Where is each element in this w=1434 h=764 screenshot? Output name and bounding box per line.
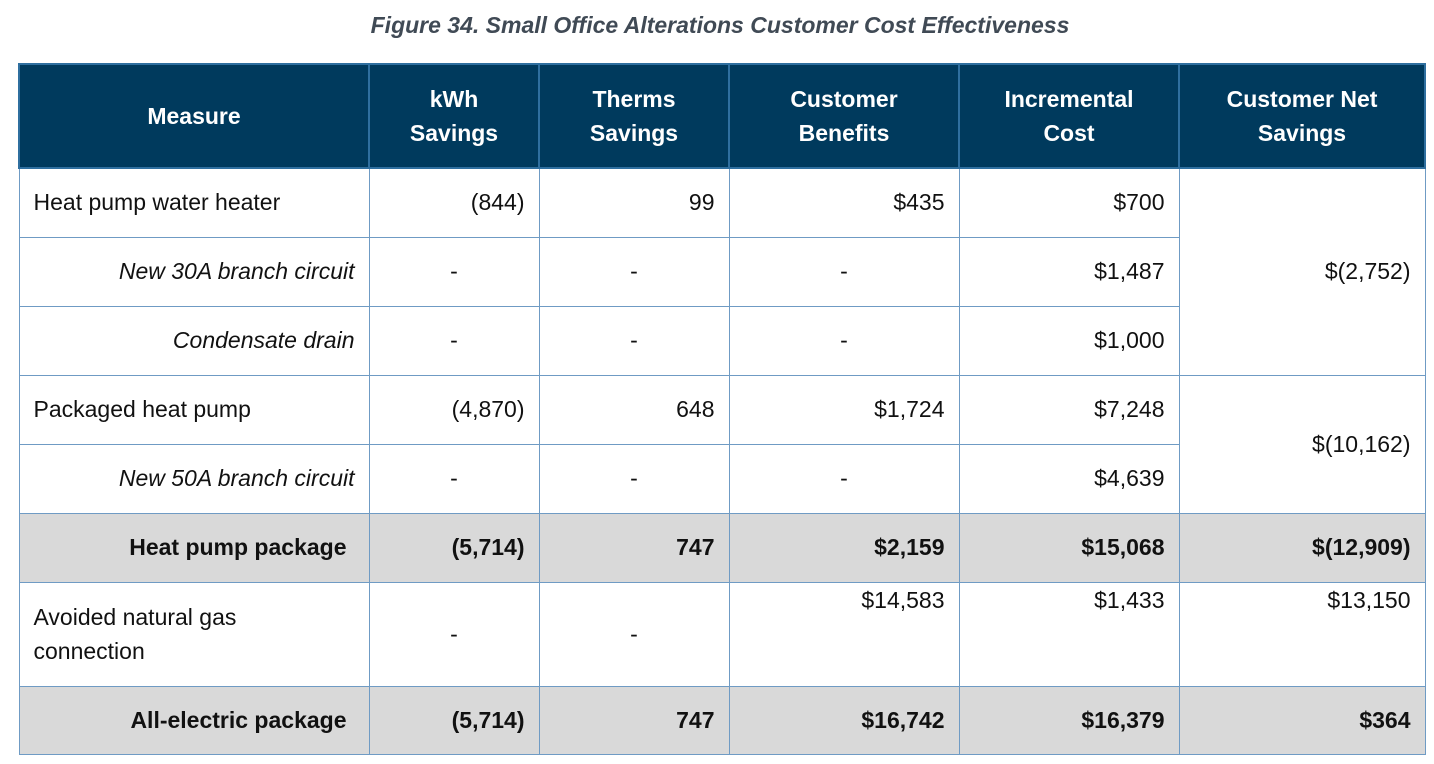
cell-net: $13,150 [1178, 581, 1426, 687]
cell-kwh: (4,870) [368, 374, 540, 445]
table-row-total: All-electric package (5,714) 747 $16,742… [18, 685, 1426, 755]
cell-therms: - [538, 236, 730, 307]
cell-benefits: - [728, 443, 960, 514]
table-header-row: Measure kWh Savings Therms Savings Custome… [18, 63, 1426, 169]
cell-kwh: - [368, 305, 540, 376]
cell-measure: All-electric package [18, 685, 370, 755]
cost-effectiveness-table: Measure kWh Savings Therms Savings Custome… [18, 63, 1426, 755]
cell-therms: 747 [538, 512, 730, 583]
table-row: Heat pump water heater (844) 99 $435 $70… [18, 167, 1426, 376]
cell-benefits: $14,583 [728, 581, 960, 687]
table-row: Avoided natural gas connection - - $14,58… [18, 581, 1426, 687]
cell-kwh: - [368, 443, 540, 514]
cell-measure: Packaged heat pump [18, 374, 370, 445]
cell-cost: $7,248 [958, 374, 1180, 445]
cell-kwh: (5,714) [368, 512, 540, 583]
cell-measure: Avoided natural gas connection [18, 581, 370, 687]
cell-net-php-group: $(10,162) [1178, 374, 1426, 514]
cell-measure: Heat pump water heater [18, 167, 370, 238]
header-incremental-cost: Incremental Cost [958, 63, 1180, 169]
header-measure: Measure [18, 63, 370, 169]
table-row: Condensate drain - - - $1,000 [18, 305, 1425, 376]
table-row: New 30A branch circuit - - - $1,487 [18, 236, 1425, 307]
cell-net: $(12,909) [1178, 512, 1426, 583]
header-kwh-savings: kWh Savings [368, 63, 540, 169]
cell-measure: New 30A branch circuit [18, 236, 370, 307]
figure-title: Figure 34. Small Office Alterations Cust… [370, 12, 1070, 38]
cell-benefits: $1,724 [728, 374, 960, 445]
cell-measure: New 50A branch circuit [18, 443, 370, 514]
table-row: New 50A branch circuit - - - $4,639 [18, 443, 1425, 514]
cell-benefits: $435 [728, 167, 960, 238]
cell-cost: $1,487 [958, 236, 1180, 307]
cell-benefits: $2,159 [728, 512, 960, 583]
cell-kwh: (844) [368, 167, 540, 238]
cell-kwh: - [368, 581, 540, 687]
cell-cost: $1,000 [958, 305, 1180, 376]
table-row: Packaged heat pump (4,870) 648 $1,724 $7… [18, 374, 1426, 514]
cell-net-hpwh-group: $(2,752) [1178, 167, 1426, 376]
cell-benefits: $16,742 [728, 685, 960, 755]
cell-cost: $700 [958, 167, 1180, 238]
cell-therms: - [538, 305, 730, 376]
cell-measure: Condensate drain [18, 305, 370, 376]
cell-cost: $1,433 [958, 581, 1180, 687]
cell-net: $364 [1178, 685, 1426, 755]
cell-therms: 99 [538, 167, 730, 238]
cell-kwh: (5,714) [368, 685, 540, 755]
cell-therms: - [538, 581, 730, 687]
cell-benefits: - [728, 236, 960, 307]
cell-therms: - [538, 443, 730, 514]
table-row-total: Heat pump package (5,714) 747 $2,159 $15… [18, 512, 1426, 583]
cell-cost: $4,639 [958, 443, 1180, 514]
cell-kwh: - [368, 236, 540, 307]
header-customer-net-savings: Customer Net Savings [1178, 63, 1426, 169]
cell-cost: $16,379 [958, 685, 1180, 755]
cell-therms: 747 [538, 685, 730, 755]
header-customer-benefits: Customer Benefits [728, 63, 960, 169]
cell-therms: 648 [538, 374, 730, 445]
cell-cost: $15,068 [958, 512, 1180, 583]
header-therms-savings: Therms Savings [538, 63, 730, 169]
cell-measure: Heat pump package [18, 512, 370, 583]
cell-benefits: - [728, 305, 960, 376]
